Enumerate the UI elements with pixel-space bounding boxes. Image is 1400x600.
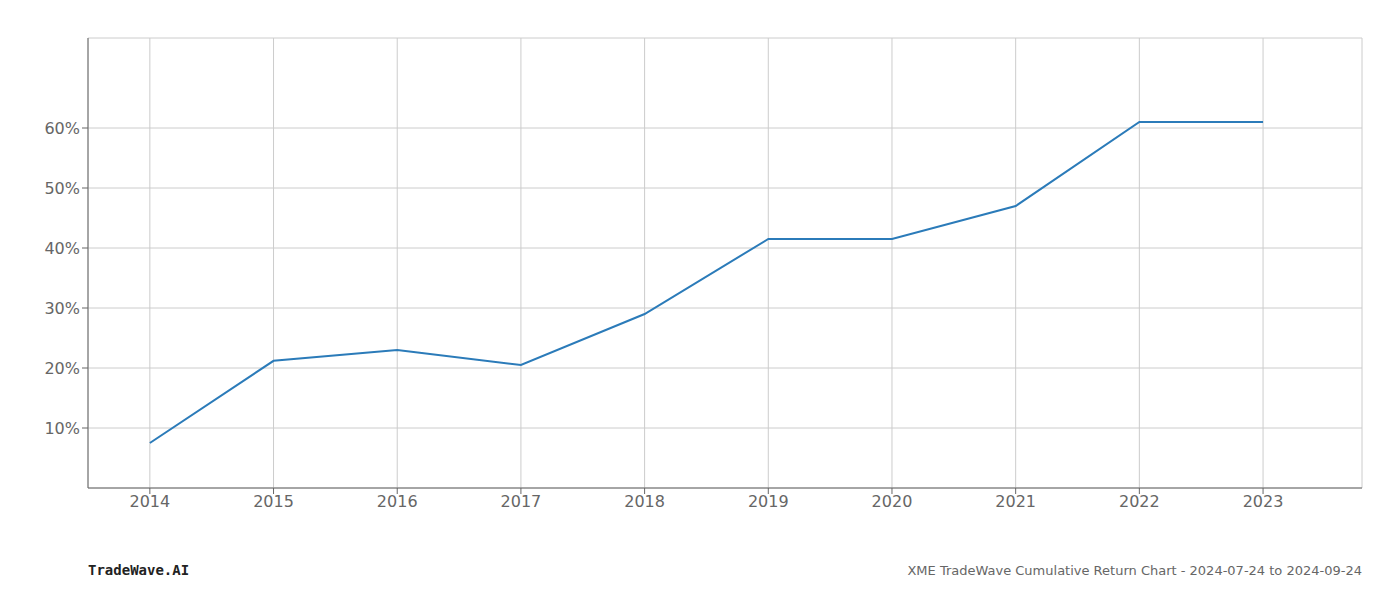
svg-text:2016: 2016 — [377, 492, 418, 511]
svg-text:2014: 2014 — [129, 492, 170, 511]
svg-text:2019: 2019 — [748, 492, 789, 511]
svg-text:2022: 2022 — [1119, 492, 1160, 511]
html-text:XME TradeWave Cumulative Retur: XME TradeWave Cumulative Return Chart - … — [907, 563, 1362, 578]
svg-text:40%: 40% — [44, 239, 80, 258]
svg-text:60%: 60% — [44, 119, 80, 138]
svg-text:2015: 2015 — [253, 492, 294, 511]
svg-text:20%: 20% — [44, 359, 80, 378]
svg-text:2017: 2017 — [501, 492, 542, 511]
svg-text:10%: 10% — [44, 419, 80, 438]
svg-text:30%: 30% — [44, 299, 80, 318]
svg-text:2021: 2021 — [995, 492, 1036, 511]
svg-text:2020: 2020 — [872, 492, 913, 511]
svg-text:2023: 2023 — [1243, 492, 1284, 511]
svg-text:50%: 50% — [44, 179, 80, 198]
svg-text:2018: 2018 — [624, 492, 665, 511]
html-text:TradeWave.AI: TradeWave.AI — [88, 562, 190, 578]
